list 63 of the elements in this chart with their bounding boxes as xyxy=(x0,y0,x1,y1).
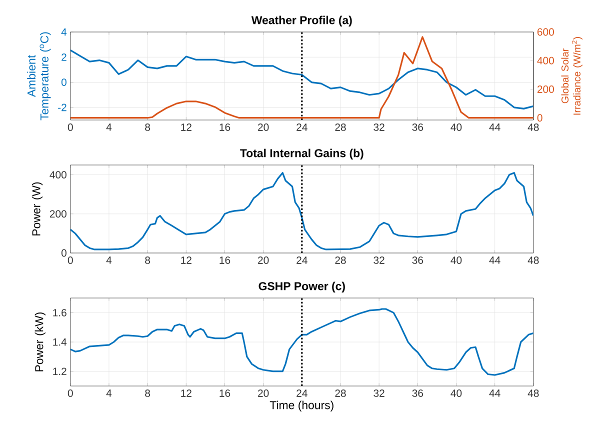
y-tick-label: 0 xyxy=(61,78,66,86)
x-tick-label: 48 xyxy=(528,390,539,397)
x-tick-label: 4 xyxy=(106,390,112,397)
x-tick-label: 24 xyxy=(296,256,308,264)
x-tick-label: 4 xyxy=(106,256,112,264)
x-tick-label: 20 xyxy=(258,124,269,131)
x-tick-label: 40 xyxy=(450,256,462,264)
x-tick-label: 44 xyxy=(489,124,500,131)
x-tick-label: 0 xyxy=(68,390,73,397)
chart-title: Weather Profile (a) xyxy=(251,16,352,26)
x-tick-label: 48 xyxy=(528,124,539,131)
chart-title: GSHP Power (c) xyxy=(258,282,345,292)
x-tick-label: 36 xyxy=(412,256,424,264)
x-tick-label: 4 xyxy=(106,124,112,131)
x-tick-label: 32 xyxy=(374,390,384,397)
x-tick-label: 24 xyxy=(296,124,308,131)
x-tick-label: 8 xyxy=(145,256,150,264)
line-series xyxy=(70,308,534,376)
y2-tick-label: 600 xyxy=(537,28,554,36)
x-tick-label: 0 xyxy=(68,124,73,131)
y-tick-label: 1.2 xyxy=(53,368,66,375)
y-axis-title: Ambient Temperature ($^{o}$C) xyxy=(27,32,51,120)
x-tick-label: 12 xyxy=(181,124,192,131)
y-tick-label: 200 xyxy=(50,210,66,218)
line-series xyxy=(70,36,534,119)
y-tick-label: 400 xyxy=(50,171,66,178)
x-tick-label: 32 xyxy=(374,124,384,131)
chart-title: Total Internal Gains (b) xyxy=(240,148,364,160)
x-tick-label: 36 xyxy=(412,124,424,131)
x-tick-label: 28 xyxy=(335,256,346,264)
y-tick-label: -2 xyxy=(58,104,66,112)
y-axis-title: Power (kW) xyxy=(34,312,46,372)
y2-tick-label: 400 xyxy=(537,56,554,64)
x-tick-label: 12 xyxy=(181,256,192,264)
x-tick-label: 0 xyxy=(68,256,73,264)
x-tick-label: 40 xyxy=(450,390,462,397)
y2-axis-title: Global Solar Irradiance (W/m$^{2}$) xyxy=(561,37,582,115)
x-tick-label: 40 xyxy=(450,124,462,131)
x-tick-label: 16 xyxy=(220,124,230,131)
x-tick-label: 8 xyxy=(145,390,150,397)
x-tick-label: 44 xyxy=(489,390,500,397)
y2-tick-label: 200 xyxy=(537,86,554,93)
x-tick-label: 16 xyxy=(220,256,230,264)
y-tick-label: 1.4 xyxy=(53,338,67,346)
x-tick-label: 32 xyxy=(374,256,384,264)
x-tick-label: 28 xyxy=(335,390,346,397)
x-tick-label: 20 xyxy=(258,256,269,264)
y2-tick-label: 0 xyxy=(537,114,542,122)
x-tick-label: 48 xyxy=(528,256,539,264)
x-tick-label: 24 xyxy=(296,390,308,397)
x-tick-label: 16 xyxy=(220,390,230,397)
x-tick-label: 36 xyxy=(412,390,424,397)
y-tick-label: 4 xyxy=(61,28,67,36)
x-tick-label: 12 xyxy=(181,390,192,397)
y-tick-label: 2 xyxy=(62,53,66,61)
x-tick-label: 28 xyxy=(335,124,346,131)
y-tick-label: 0 xyxy=(61,249,66,257)
y-axis-title: Power (W) xyxy=(32,182,43,236)
x-tick-label: 8 xyxy=(145,124,150,131)
x-axis-title: Time (hours) xyxy=(270,400,334,412)
x-tick-label: 44 xyxy=(489,256,500,264)
y-tick-label: 1.6 xyxy=(53,308,66,316)
x-tick-label: 20 xyxy=(258,390,269,397)
